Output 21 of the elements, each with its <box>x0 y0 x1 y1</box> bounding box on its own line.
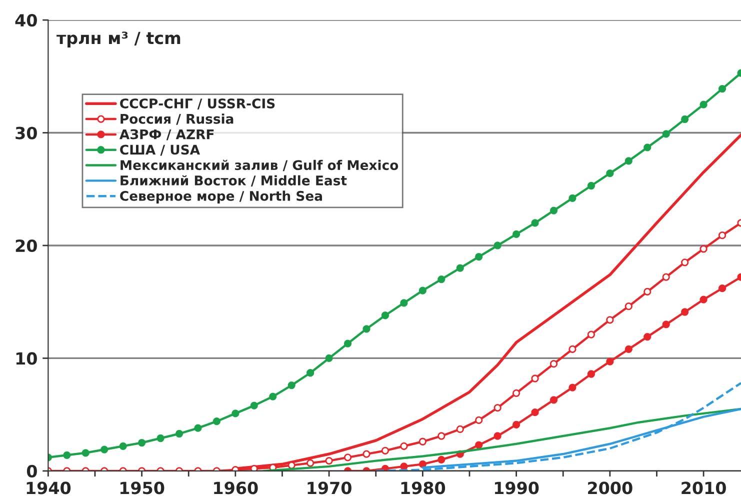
legend-label: США / USA <box>120 144 200 156</box>
y-tick-label: 40 <box>15 14 37 27</box>
x-tick-label: 2010 <box>682 482 726 494</box>
y-tick-label: 10 <box>16 352 37 365</box>
x-tick-label: 1970 <box>308 482 352 494</box>
x-tick-label: 1940 <box>26 482 71 494</box>
x-tick-label: 1990 <box>494 482 539 494</box>
legend-label: Россия / Russia <box>120 114 234 125</box>
y-tick-label: 30 <box>16 126 37 140</box>
x-tick-label: 1960 <box>214 482 258 494</box>
legend-label: Мексиканский залив / Gulf of Mexico <box>120 160 398 172</box>
y-tick-label: 0 <box>26 464 37 478</box>
y-tick-label: 20 <box>16 239 37 252</box>
legend-label: Северное море / North Sea <box>120 190 322 204</box>
legend-label: СССР-СНГ / USSR-CIS <box>120 98 275 110</box>
x-tick-label: 2000 <box>588 482 632 494</box>
legend-label: АЗРФ / AZRF <box>119 129 214 140</box>
legend-label: Ближний Восток / Middle East <box>120 175 347 187</box>
x-tick-label: 1950 <box>120 482 164 494</box>
x-tick-label: 1980 <box>401 482 446 494</box>
y-axis-title: трлн м³ / tcm <box>56 32 180 48</box>
